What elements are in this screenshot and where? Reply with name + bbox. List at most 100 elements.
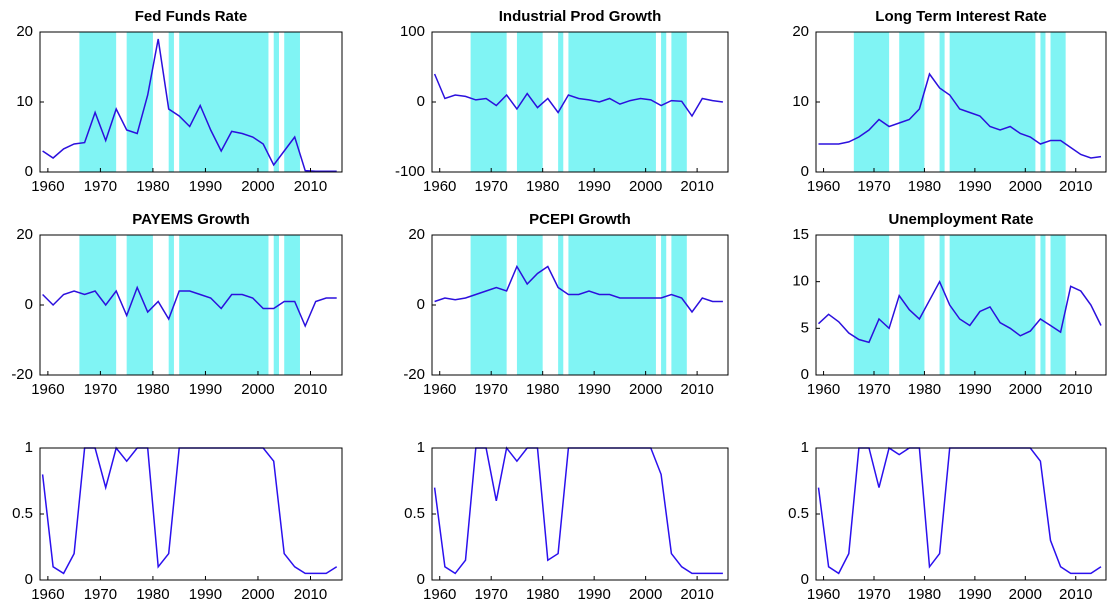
y-tick-label: 1 bbox=[417, 439, 425, 456]
x-tick-label: 1960 bbox=[31, 586, 64, 603]
y-tick-label: 0 bbox=[801, 366, 809, 383]
x-tick-label: 1960 bbox=[807, 178, 840, 195]
chart-title: PCEPI Growth bbox=[529, 211, 631, 228]
chart-title: Long Term Interest Rate bbox=[875, 8, 1046, 25]
series-line bbox=[434, 264, 723, 314]
shaded-region bbox=[568, 32, 656, 172]
shaded-region bbox=[853, 235, 890, 375]
x-tick-label: 1960 bbox=[31, 178, 64, 195]
y-tick-label: 0.5 bbox=[404, 505, 425, 522]
series-line bbox=[818, 72, 1102, 159]
chart-title: PAYEMS Growth bbox=[132, 211, 250, 228]
y-tick-label: 20 bbox=[16, 226, 33, 243]
x-tick-label: 2000 bbox=[629, 381, 662, 398]
x-tick-label: 1990 bbox=[958, 586, 991, 603]
chart-title: Unemployment Rate bbox=[888, 211, 1033, 228]
y-tick-label: 1 bbox=[801, 439, 809, 456]
x-tick-label: 1970 bbox=[475, 178, 508, 195]
x-tick-label: 2010 bbox=[294, 178, 327, 195]
x-tick-label: 1980 bbox=[526, 178, 559, 195]
shaded-region bbox=[79, 235, 117, 375]
x-tick-label: 1960 bbox=[31, 381, 64, 398]
shaded-region bbox=[1040, 235, 1046, 375]
y-tick-label: 0 bbox=[25, 571, 33, 588]
y-tick-label: 1 bbox=[25, 439, 33, 456]
x-tick-label: 1990 bbox=[958, 178, 991, 195]
x-tick-label: 1970 bbox=[857, 381, 890, 398]
x-tick-label: 1990 bbox=[189, 178, 222, 195]
y-tick-label: 0.5 bbox=[12, 505, 33, 522]
shaded-region bbox=[671, 32, 687, 172]
x-tick-label: 2000 bbox=[629, 586, 662, 603]
y-tick-label: 20 bbox=[792, 23, 809, 40]
shaded-region bbox=[949, 235, 1036, 375]
x-tick-label: 1970 bbox=[857, 586, 890, 603]
chart-title: Fed Funds Rate bbox=[135, 8, 248, 25]
y-tick-label: 0 bbox=[801, 571, 809, 588]
shaded-region bbox=[470, 32, 507, 172]
x-tick-label: 1970 bbox=[84, 178, 117, 195]
series-line bbox=[817, 446, 1102, 575]
x-tick-label: 1980 bbox=[136, 381, 169, 398]
x-tick-label: 2000 bbox=[629, 178, 662, 195]
shaded-region bbox=[1050, 235, 1066, 375]
shaded-region bbox=[1050, 32, 1066, 172]
x-tick-label: 2010 bbox=[294, 586, 327, 603]
x-tick-label: 2010 bbox=[294, 381, 327, 398]
shaded-region bbox=[273, 32, 279, 172]
shaded-region bbox=[899, 32, 925, 172]
axes-frame bbox=[815, 234, 1107, 376]
series-line bbox=[42, 285, 337, 328]
y-tick-label: 0.5 bbox=[788, 505, 809, 522]
shaded-region bbox=[853, 32, 890, 172]
shaded-region bbox=[1040, 32, 1046, 172]
shaded-region bbox=[168, 235, 174, 375]
x-tick-label: 1990 bbox=[577, 381, 610, 398]
x-tick-label: 2000 bbox=[241, 381, 274, 398]
axes-frame bbox=[431, 447, 729, 581]
y-tick-label: 0 bbox=[801, 163, 809, 180]
shaded-region bbox=[284, 32, 300, 172]
x-tick-label: 1970 bbox=[475, 586, 508, 603]
x-tick-label: 2000 bbox=[1009, 586, 1042, 603]
shaded-region bbox=[273, 235, 279, 375]
x-tick-label: 1980 bbox=[136, 178, 169, 195]
shaded-region bbox=[126, 32, 153, 172]
x-tick-label: 1980 bbox=[526, 381, 559, 398]
x-tick-label: 1990 bbox=[577, 178, 610, 195]
shaded-region bbox=[568, 235, 656, 375]
shaded-region bbox=[558, 235, 564, 375]
y-tick-label: 10 bbox=[792, 273, 809, 290]
y-tick-label: 20 bbox=[16, 23, 33, 40]
shaded-region bbox=[899, 235, 925, 375]
y-tick-label: -20 bbox=[403, 366, 425, 383]
y-tick-label: 0 bbox=[25, 163, 33, 180]
shaded-region bbox=[939, 32, 945, 172]
series-line bbox=[433, 73, 724, 118]
y-tick-label: 20 bbox=[408, 226, 425, 243]
shaded-region bbox=[284, 235, 300, 375]
x-tick-label: 1990 bbox=[958, 381, 991, 398]
x-tick-label: 1960 bbox=[423, 178, 456, 195]
y-tick-label: 10 bbox=[792, 93, 809, 110]
y-tick-label: 0 bbox=[25, 296, 33, 313]
shaded-region bbox=[671, 235, 687, 375]
y-tick-label: 0 bbox=[417, 93, 425, 110]
y-tick-label: 5 bbox=[801, 319, 809, 336]
x-tick-label: 1990 bbox=[189, 381, 222, 398]
series-line bbox=[42, 38, 337, 173]
x-tick-label: 2010 bbox=[680, 178, 713, 195]
chart-title: Industrial Prod Growth bbox=[499, 8, 662, 25]
y-tick-label: -100 bbox=[395, 163, 425, 180]
shaded-region bbox=[179, 32, 269, 172]
y-tick-label: 100 bbox=[400, 23, 425, 40]
shaded-region bbox=[661, 32, 667, 172]
x-tick-label: 1990 bbox=[577, 586, 610, 603]
x-tick-label: 1970 bbox=[475, 381, 508, 398]
shaded-region bbox=[168, 32, 174, 172]
y-tick-label: 10 bbox=[16, 93, 33, 110]
shaded-region bbox=[661, 235, 667, 375]
x-tick-label: 2010 bbox=[680, 381, 713, 398]
axes-frame bbox=[815, 447, 1107, 581]
